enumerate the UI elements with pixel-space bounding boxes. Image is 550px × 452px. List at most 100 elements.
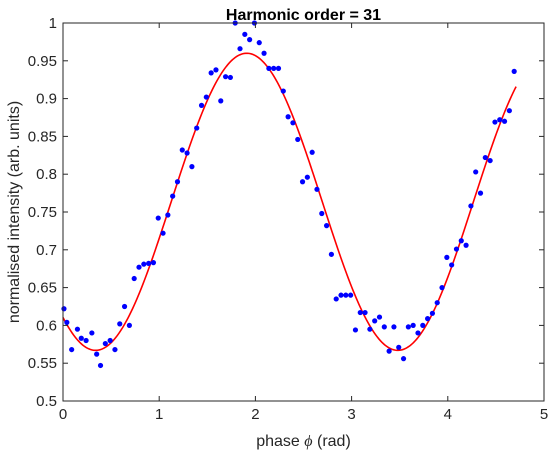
- x-axis-label-suffix: (rad): [313, 433, 351, 450]
- data-point: [160, 230, 166, 236]
- data-point: [131, 275, 137, 282]
- data-point: [285, 114, 291, 120]
- data-point: [405, 324, 411, 330]
- x-tick-label: 3: [347, 406, 355, 423]
- data-point: [487, 157, 493, 164]
- data-point: [290, 120, 296, 126]
- data-point: [434, 300, 440, 306]
- x-tick-label: 1: [155, 406, 163, 423]
- data-point: [112, 346, 118, 353]
- data-point: [453, 246, 460, 252]
- y-tick-label: 1: [49, 15, 57, 32]
- y-tick-label: 0.85: [28, 128, 57, 145]
- data-point: [242, 31, 248, 37]
- data-point: [184, 150, 190, 156]
- data-point: [275, 65, 282, 71]
- data-point: [165, 212, 171, 218]
- y-tick-label: 0.5: [36, 393, 57, 410]
- y-tick-label: 0.95: [28, 53, 57, 70]
- data-point: [208, 70, 214, 76]
- data-point: [126, 322, 132, 328]
- data-point: [155, 215, 161, 221]
- data-point: [376, 314, 383, 320]
- x-axis-label-prefix: phase: [256, 433, 304, 450]
- data-point: [396, 344, 402, 350]
- data-point: [179, 147, 185, 153]
- y-tick-label: 0.8: [36, 166, 57, 183]
- data-point: [372, 318, 378, 324]
- data-point: [121, 303, 128, 310]
- data-point: [78, 335, 84, 341]
- data-point: [304, 174, 310, 180]
- y-tick-label: 0.7: [36, 242, 57, 259]
- data-point: [61, 306, 67, 312]
- x-axis-label: phase ϕ (rad): [256, 433, 351, 450]
- data-point: [102, 340, 108, 347]
- axes: 0 1 2 3 4 5 0.5 0.55 0.6 0.65 0.7 0.75 0.8 0.85 0.9 0.9…: [28, 15, 548, 423]
- data-point: [425, 316, 431, 322]
- fit-curve: [62, 52, 517, 352]
- data-point: [247, 37, 253, 43]
- data-point: [150, 260, 157, 266]
- y-tick-label: 0.65: [28, 280, 57, 297]
- data-point: [146, 260, 152, 267]
- data-point: [174, 179, 181, 185]
- data-point: [97, 362, 104, 369]
- data-point: [463, 242, 469, 248]
- plot-area: [61, 20, 517, 369]
- data-point: [386, 348, 392, 354]
- data-point: [74, 326, 81, 332]
- data-point: [506, 108, 512, 114]
- data-point: [213, 67, 219, 73]
- data-point: [299, 179, 306, 185]
- data-point: [343, 292, 349, 298]
- data-point: [391, 324, 397, 330]
- data-point: [94, 351, 100, 357]
- chart-title: Harmonic order = 31: [226, 7, 381, 24]
- data-point: [141, 261, 147, 267]
- data-point: [420, 322, 426, 328]
- data-point: [328, 251, 334, 257]
- data-point: [429, 310, 436, 316]
- data-point: [400, 356, 407, 362]
- axes-box: [62, 22, 545, 402]
- x-axis-label-symbol: ϕ: [304, 433, 312, 450]
- y-tick-label: 0.75: [28, 204, 57, 221]
- data-point: [89, 330, 95, 336]
- data-point: [295, 136, 301, 143]
- data-point: [482, 154, 488, 161]
- data-point: [107, 337, 113, 344]
- data-point: [439, 285, 445, 291]
- data-point: [222, 74, 229, 80]
- data-point: [511, 68, 517, 74]
- data-point: [227, 74, 233, 81]
- data-point: [189, 164, 195, 170]
- data-point: [501, 118, 508, 124]
- data-point: [357, 309, 363, 316]
- data-point: [458, 238, 464, 244]
- data-point: [309, 149, 315, 155]
- data-point: [381, 324, 387, 330]
- data-point: [64, 319, 70, 325]
- data-point: [83, 337, 89, 344]
- data-point: [136, 264, 142, 270]
- y-tick-label: 0.9: [36, 91, 57, 108]
- data-point: [256, 40, 262, 46]
- data-point: [415, 330, 421, 336]
- data-point: [362, 309, 368, 316]
- data-point: [352, 327, 359, 333]
- data-point: [444, 254, 450, 260]
- data-point: [367, 326, 373, 332]
- x-tick-label: 2: [251, 406, 259, 423]
- data-point: [314, 186, 320, 192]
- data-point: [492, 119, 498, 125]
- y-tick-label: 0.6: [36, 317, 57, 334]
- data-point: [333, 296, 339, 302]
- data-point: [198, 102, 205, 108]
- data-point: [237, 46, 243, 52]
- data-point: [338, 292, 344, 298]
- data-point: [449, 262, 455, 268]
- data-point: [266, 65, 272, 71]
- data-point: [194, 125, 200, 131]
